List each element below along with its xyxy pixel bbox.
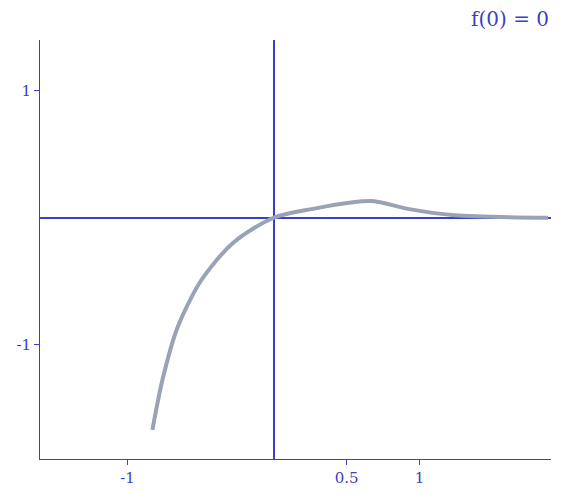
svg-text:0.5: 0.5	[335, 469, 359, 487]
svg-text:f(0) = 0: f(0) = 0	[471, 7, 549, 31]
svg-text:1: 1	[415, 469, 425, 487]
svg-text:1: 1	[21, 82, 31, 100]
svg-text:-1: -1	[16, 336, 31, 354]
svg-text:-1: -1	[120, 469, 135, 487]
